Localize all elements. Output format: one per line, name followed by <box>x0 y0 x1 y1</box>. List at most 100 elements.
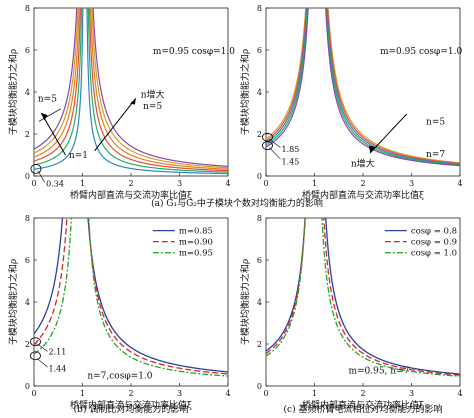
series-line-3 <box>266 8 460 166</box>
panel-b: 0 1 2 3 4 0 2 4 6 8 桥臂内部直流与交流功率比值ξ 子模块均衡能力之和ρ m=0.85… <box>7 214 231 411</box>
annotation-n5-right: n=5 <box>143 102 162 112</box>
y-tick-label: 2 <box>25 340 30 349</box>
series-line-1 <box>266 218 460 376</box>
x-tick-label: 0 <box>263 389 268 398</box>
caption-c: (c) 基频桥臂电流相位对均衡能力的影响 <box>284 403 443 415</box>
y-tick-label: 2 <box>25 130 30 139</box>
series-line-1 <box>266 8 460 165</box>
annotation-n5: n=5 <box>426 118 445 128</box>
arrow-head <box>130 98 136 105</box>
series-line-2 <box>266 8 460 165</box>
series-line-1 <box>34 218 228 375</box>
y-tick-label: 8 <box>257 214 262 223</box>
series-line-3 <box>34 8 228 170</box>
annotation-n-increase: n增大 <box>141 88 165 100</box>
marker-circle <box>30 163 42 174</box>
y-tick-label: 4 <box>25 88 30 97</box>
param-label: m=0.95, n=7 <box>348 366 409 376</box>
series-line-4 <box>266 8 460 167</box>
x-tick-label: 1 <box>312 389 317 398</box>
y-tick-label: 4 <box>25 298 30 307</box>
arrow-line <box>40 112 66 156</box>
legend-label-2: m=0.95 <box>179 249 213 259</box>
x-tick-label: 2 <box>360 179 365 188</box>
x-tick-label: 4 <box>457 389 462 398</box>
series-line-5 <box>34 8 228 167</box>
x-tick-label: 3 <box>409 389 414 398</box>
leader-line <box>269 139 281 148</box>
series-group <box>266 8 460 167</box>
series-line-0 <box>34 8 228 175</box>
x-axis-label: 桥臂内部直流与交流功率比值ξ <box>70 189 192 201</box>
caption-a: (a) G₁与G₂中子模块个数对均衡能力的影响 <box>151 197 323 209</box>
y-tick-label: 8 <box>25 4 30 13</box>
panel-a2: 0 1 2 3 4 0 2 4 6 8 桥臂内部直流与交流功率比值ξ 子模块均衡能力之和ρ m=0.95… <box>239 4 463 201</box>
legend-label-2: cosφ = 1.0 <box>411 249 457 259</box>
y-tick-label: 0 <box>257 382 262 391</box>
annotation-n-increase: n增大 <box>351 158 375 170</box>
panel-a1: 0 1 2 3 4 0 2 4 6 8 桥臂内部直流与交流功率比值ξ 子模块均衡能力之和ρ m=0.95… <box>7 4 235 201</box>
series-line-2 <box>266 218 460 377</box>
y-tick-label: 6 <box>25 46 30 55</box>
series-line-1 <box>34 8 228 173</box>
legend-label-0: m=0.85 <box>179 227 213 237</box>
annotation-value-bottom: 1.44 <box>49 364 67 373</box>
panel-c: 0 1 2 3 4 0 2 4 6 8 桥臂内部直流与交流功率比值ξ 子模块均衡能力之和ρ cosφ =… <box>239 214 463 411</box>
annotation-leader <box>38 108 61 122</box>
y-tick-label: 0 <box>25 172 30 181</box>
series-group <box>34 8 228 175</box>
x-tick-label: 0 <box>31 389 36 398</box>
annotation-n1: n=1 <box>69 151 88 161</box>
y-axis-label: 子模块均衡能力之和ρ <box>239 49 251 135</box>
arrow-line <box>369 113 408 154</box>
x-tick-label: 4 <box>457 179 462 188</box>
y-tick-label: 6 <box>257 46 262 55</box>
x-tick-label: 4 <box>225 179 230 188</box>
x-tick-label: 3 <box>409 179 414 188</box>
x-tick-label: 1 <box>80 389 85 398</box>
arrow-line <box>94 97 137 152</box>
x-tick-label: 4 <box>225 389 230 398</box>
marker-circle-bottom <box>262 141 273 150</box>
annotation-n7: n=7 <box>426 150 445 160</box>
y-tick-label: 0 <box>25 382 30 391</box>
param-label: n=7,cosφ=1.0 <box>87 372 152 382</box>
param-label: m=0.95 cosφ=1.0 <box>380 47 462 57</box>
series-group <box>34 218 228 377</box>
legend-label-0: cosφ = 0.8 <box>411 227 457 237</box>
arrow-head <box>368 145 376 153</box>
x-axis-label: 桥臂内部直流与交流功率比值ξ <box>302 399 424 411</box>
leader-line <box>37 358 48 368</box>
caption-b: (b) 调制比对均衡能力的影响 <box>74 403 189 415</box>
annotation-n5-left: n=5 <box>38 94 57 104</box>
series-line-0 <box>34 218 228 373</box>
marker-circle-top <box>30 337 41 347</box>
x-tick-label: 1 <box>312 179 317 188</box>
legend-label-1: cosφ = 0.9 <box>411 238 457 248</box>
annotation-value-top: 1.85 <box>282 145 300 154</box>
x-tick-label: 2 <box>360 389 365 398</box>
leader-line <box>269 147 281 160</box>
series-line-0 <box>266 218 460 375</box>
y-axis-label: 子模块均衡能力之和ρ <box>7 49 19 135</box>
x-tick-label: 3 <box>177 179 182 188</box>
marker-circle-top <box>262 132 273 142</box>
series-line-2 <box>34 218 228 377</box>
series-line-0 <box>266 8 460 164</box>
series-line-2 <box>34 8 228 172</box>
series-line-4 <box>34 8 228 169</box>
x-tick-label: 2 <box>128 179 133 188</box>
legend-label-1: m=0.90 <box>179 238 213 248</box>
y-axis-label: 子模块均衡能力之和ρ <box>239 259 251 345</box>
marker-circle-bottom <box>30 351 41 361</box>
param-label: m=0.95 cosφ=1.0 <box>153 47 235 57</box>
annotation-value: 0.34 <box>46 180 64 189</box>
annotation-value-top: 2.11 <box>49 348 67 357</box>
leader-line <box>37 170 45 183</box>
y-tick-label: 8 <box>257 4 262 13</box>
x-tick-label: 0 <box>263 179 268 188</box>
y-axis-label: 子模块均衡能力之和ρ <box>7 259 19 345</box>
x-tick-label: 3 <box>177 389 182 398</box>
y-tick-label: 4 <box>257 88 262 97</box>
